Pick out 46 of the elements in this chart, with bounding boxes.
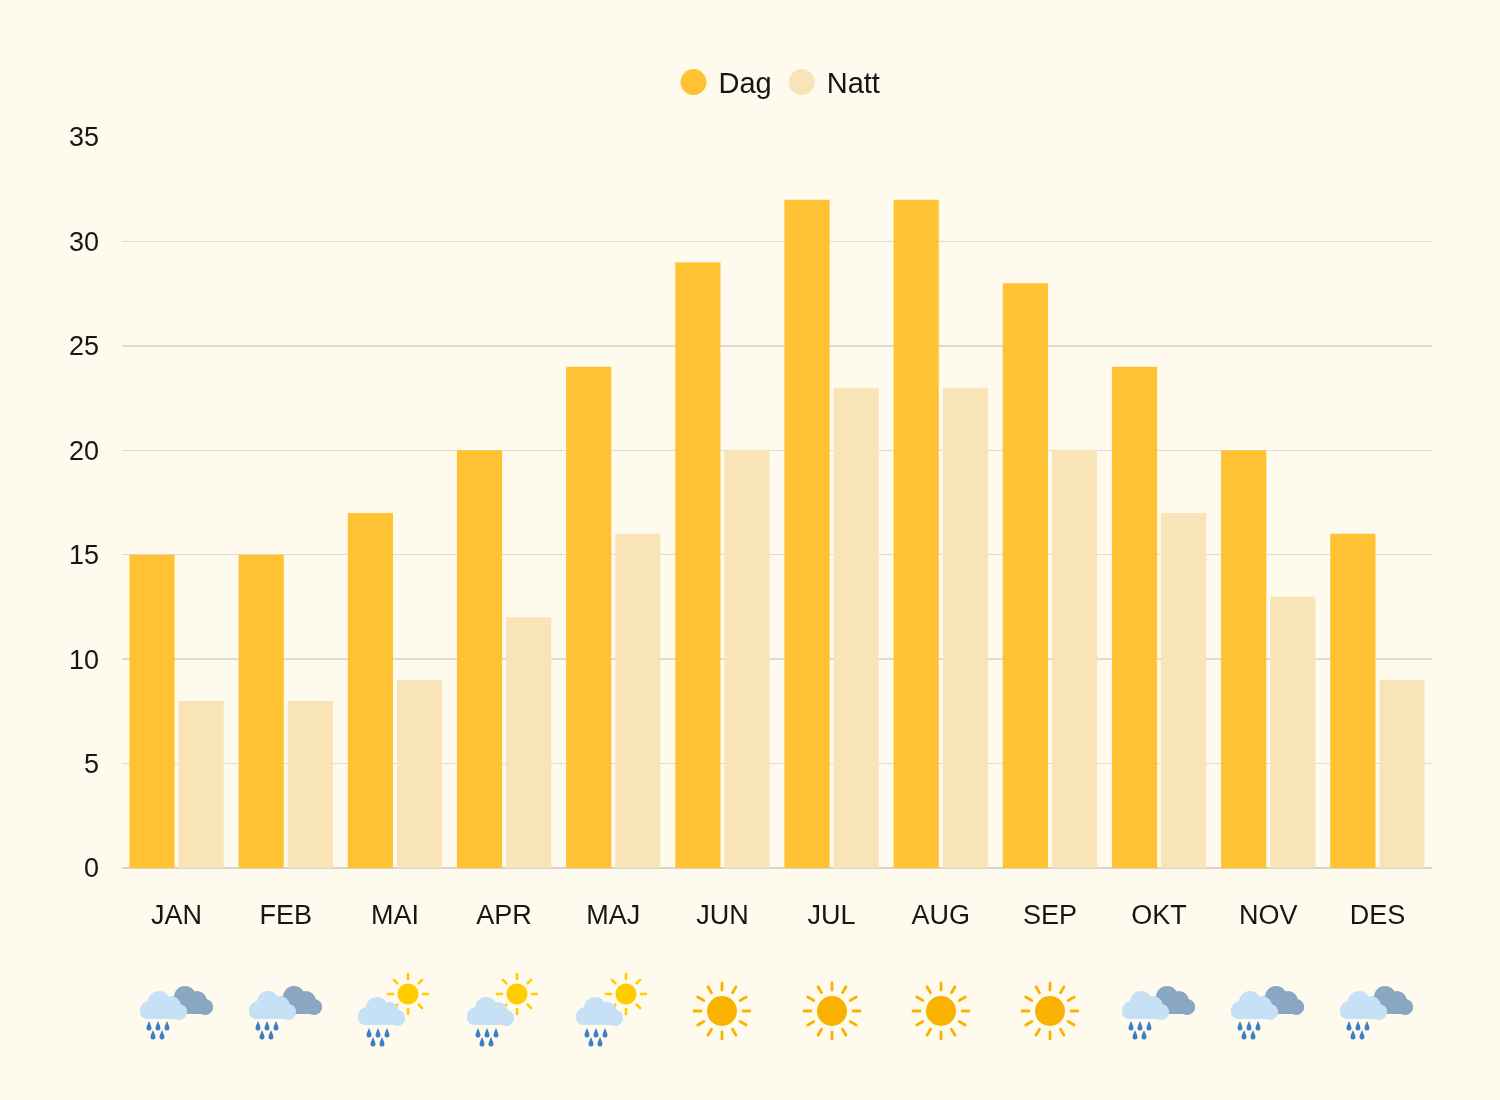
x-tick-label: JAN xyxy=(151,900,203,930)
bar xyxy=(784,199,830,868)
bar xyxy=(615,533,661,868)
bar xyxy=(1330,533,1376,868)
legend-label: Dag xyxy=(718,67,772,100)
bar xyxy=(347,512,393,868)
bar xyxy=(238,554,284,868)
y-tick-label: 10 xyxy=(68,644,99,675)
bar xyxy=(675,262,721,868)
bar xyxy=(178,700,224,868)
bar xyxy=(1161,512,1207,868)
x-tick-label: FEB xyxy=(259,900,313,930)
bar xyxy=(724,450,770,868)
y-tick-label: 15 xyxy=(68,540,99,571)
x-tick-label: NOV xyxy=(1238,900,1298,930)
x-tick-label: AUG xyxy=(911,900,971,930)
bar xyxy=(833,387,879,868)
bar xyxy=(1270,596,1316,868)
x-tick-label: JUL xyxy=(807,900,856,930)
bar xyxy=(1111,366,1158,868)
bar xyxy=(129,554,175,868)
bar xyxy=(1379,680,1425,868)
bar xyxy=(893,199,939,868)
bar xyxy=(396,680,443,868)
y-tick-label: 0 xyxy=(83,853,99,884)
y-tick-label: 5 xyxy=(83,749,99,780)
bar xyxy=(1051,450,1098,868)
x-tick-label: SEP xyxy=(1022,900,1077,930)
bar xyxy=(506,617,552,868)
y-tick-label: 20 xyxy=(68,435,99,466)
bar xyxy=(566,366,612,868)
bar xyxy=(287,700,333,868)
x-tick-label: APR xyxy=(476,900,532,930)
y-tick-label: 25 xyxy=(68,331,99,362)
x-tick-label: DES xyxy=(1349,900,1406,930)
x-tick-label: OKT xyxy=(1131,900,1187,930)
bar xyxy=(456,450,503,868)
y-tick-label: 35 xyxy=(68,122,99,153)
bar xyxy=(1221,450,1267,868)
legend-label: Natt xyxy=(826,67,880,100)
bar xyxy=(1002,283,1048,868)
x-tick-label: MAI xyxy=(370,900,419,930)
x-tick-label: MAJ xyxy=(586,900,641,930)
x-tick-label: JUN xyxy=(696,900,749,930)
y-tick-label: 30 xyxy=(68,226,99,257)
bar xyxy=(942,387,988,868)
